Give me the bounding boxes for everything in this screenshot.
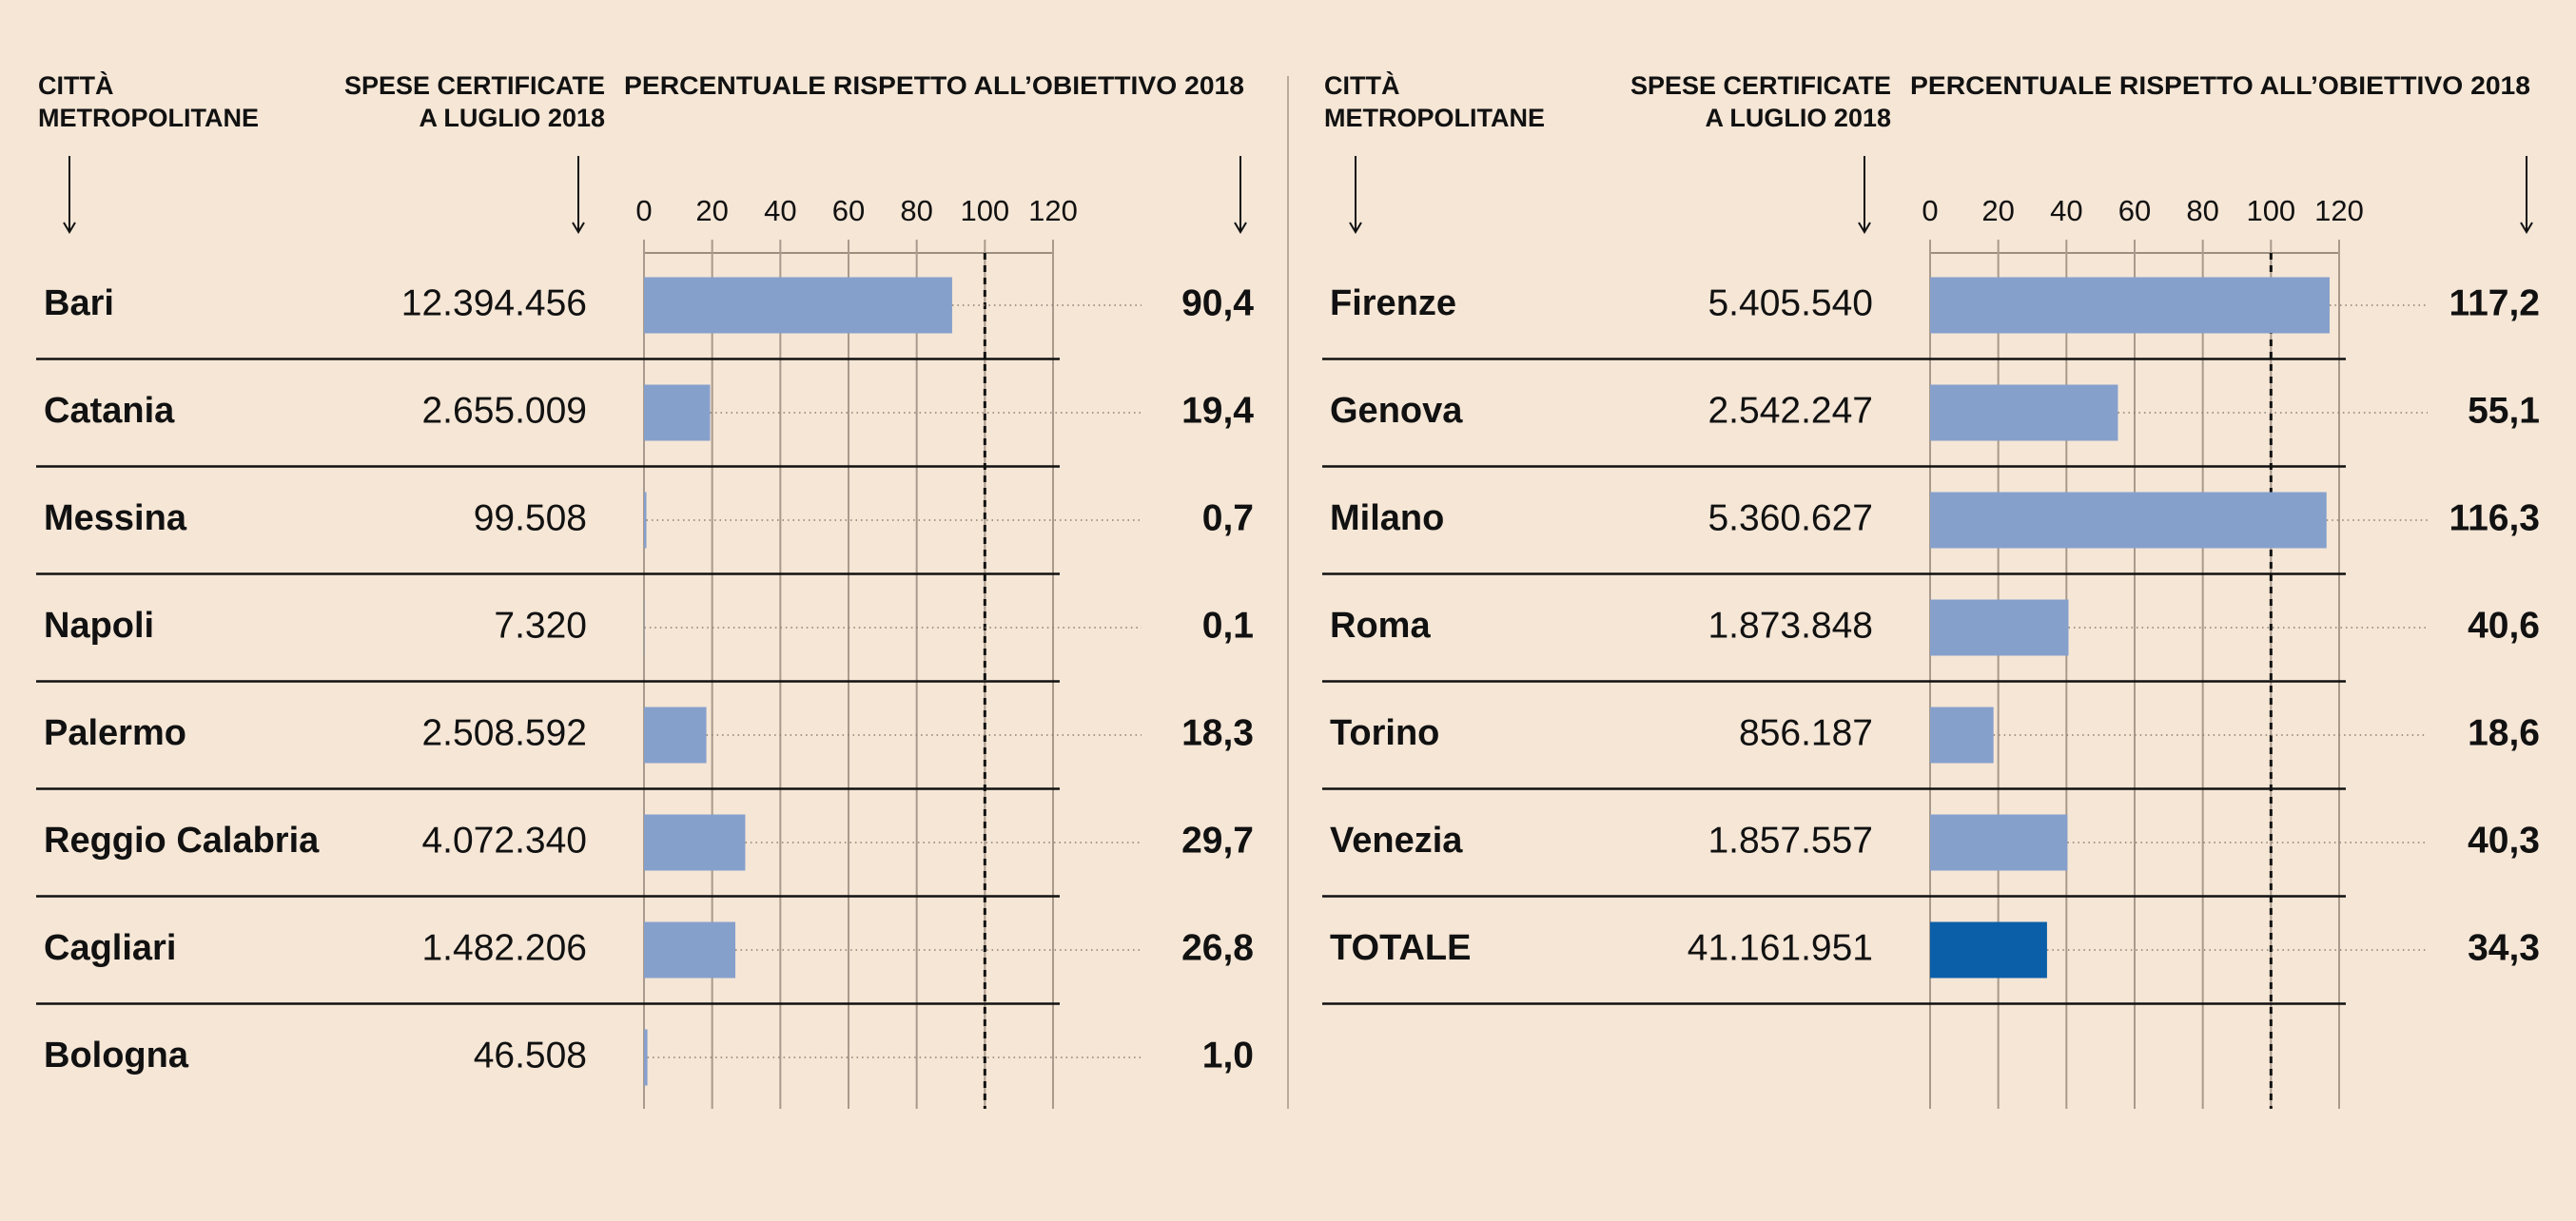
- x-tick-label: 80: [2186, 194, 2218, 227]
- column-header: METROPOLITANE: [1324, 104, 1545, 132]
- x-tick-label: 100: [2246, 194, 2295, 227]
- bar: [644, 814, 746, 871]
- column-header: SPESE CERTIFICATE: [1630, 71, 1891, 100]
- category-label: Milano: [1330, 498, 1444, 538]
- value-label: 29,7: [1181, 820, 1254, 861]
- category-label: Messina: [44, 498, 187, 538]
- value-label: 18,3: [1181, 712, 1254, 753]
- category-label: Genova: [1330, 391, 1463, 431]
- amount-label: 2.508.592: [421, 712, 587, 753]
- amount-label: 4.072.340: [421, 820, 587, 861]
- arrow-head: [2520, 222, 2533, 234]
- amount-label: 1.482.206: [421, 927, 587, 968]
- value-label: 34,3: [2468, 927, 2540, 968]
- x-tick-label: 120: [2314, 194, 2364, 227]
- arrow-head: [1349, 222, 1362, 234]
- category-label: Firenze: [1330, 283, 1456, 323]
- bar: [1930, 277, 2330, 334]
- bar: [1930, 921, 2047, 979]
- value-label: 40,3: [2468, 820, 2540, 861]
- column-header: CITTÀ: [38, 70, 113, 100]
- amount-label: 5.360.627: [1708, 497, 1873, 538]
- category-label: Roma: [1330, 606, 1431, 646]
- value-label: 55,1: [2468, 390, 2540, 431]
- category-label: Palermo: [44, 713, 186, 753]
- x-tick-label: 0: [1922, 194, 1938, 227]
- column-header: METROPOLITANE: [38, 104, 259, 132]
- arrow-head: [1234, 222, 1247, 234]
- column-header: SPESE CERTIFICATE: [344, 71, 605, 100]
- value-label: 90,4: [1181, 282, 1254, 323]
- category-label: Venezia: [1330, 821, 1463, 861]
- category-label: TOTALE: [1330, 928, 1471, 968]
- x-tick-label: 60: [2118, 194, 2151, 227]
- value-label: 19,4: [1181, 390, 1254, 431]
- x-tick-label: 20: [695, 194, 728, 227]
- value-label: 0,1: [1202, 605, 1254, 646]
- amount-label: 2.655.009: [421, 390, 587, 431]
- arrow-head: [572, 222, 585, 234]
- category-label: Reggio Calabria: [44, 821, 320, 861]
- bar: [1930, 707, 1994, 764]
- x-tick-label: 120: [1028, 194, 1078, 227]
- value-label: 116,3: [2449, 497, 2540, 538]
- value-label: 26,8: [1181, 927, 1254, 968]
- category-label: Napoli: [44, 606, 154, 646]
- x-tick-label: 20: [1981, 194, 2014, 227]
- category-label: Bari: [44, 283, 114, 323]
- amount-label: 1.873.848: [1708, 605, 1873, 646]
- amount-label: 1.857.557: [1708, 820, 1873, 861]
- column-header: A LUGLIO 2018: [419, 104, 605, 132]
- amount-label: 46.508: [474, 1035, 587, 1076]
- x-tick-label: 40: [764, 194, 796, 227]
- column-header: A LUGLIO 2018: [1705, 104, 1891, 132]
- category-label: Cagliari: [44, 928, 176, 968]
- category-label: Catania: [44, 391, 175, 431]
- arrow-head: [63, 222, 76, 234]
- bar: [1930, 384, 2118, 441]
- bar: [644, 384, 711, 441]
- value-label: 1,0: [1202, 1035, 1254, 1076]
- column-header: CITTÀ: [1324, 70, 1399, 100]
- amount-label: 99.508: [474, 497, 587, 538]
- bar: [644, 921, 736, 979]
- column-header: PERCENTUALE RISPETTO ALL’OBIETTIVO 2018: [1910, 71, 2530, 100]
- category-label: Torino: [1330, 713, 1439, 753]
- value-label: 18,6: [2468, 712, 2540, 753]
- x-tick-label: 100: [960, 194, 1009, 227]
- arrow-head: [1858, 222, 1871, 234]
- amount-label: 7.320: [494, 605, 587, 646]
- value-label: 0,7: [1202, 497, 1254, 538]
- x-tick-label: 60: [832, 194, 865, 227]
- amount-label: 856.187: [1739, 712, 1873, 753]
- column-header: PERCENTUALE RISPETTO ALL’OBIETTIVO 2018: [624, 71, 1244, 100]
- bar: [644, 277, 952, 334]
- amount-label: 2.542.247: [1708, 390, 1873, 431]
- bar: [644, 707, 707, 764]
- category-label: Bologna: [44, 1036, 189, 1076]
- bar: [1930, 814, 2068, 871]
- x-tick-label: 80: [900, 194, 932, 227]
- bar: [1930, 492, 2327, 549]
- value-label: 117,2: [2449, 282, 2540, 323]
- bar: [644, 492, 647, 549]
- amount-label: 41.161.951: [1688, 927, 1873, 968]
- x-tick-label: 0: [635, 194, 652, 227]
- bar: [1930, 599, 2069, 656]
- bar: [644, 1029, 648, 1086]
- value-label: 40,6: [2468, 605, 2540, 646]
- amount-label: 12.394.456: [401, 282, 587, 323]
- x-tick-label: 40: [2050, 194, 2082, 227]
- amount-label: 5.405.540: [1708, 282, 1873, 323]
